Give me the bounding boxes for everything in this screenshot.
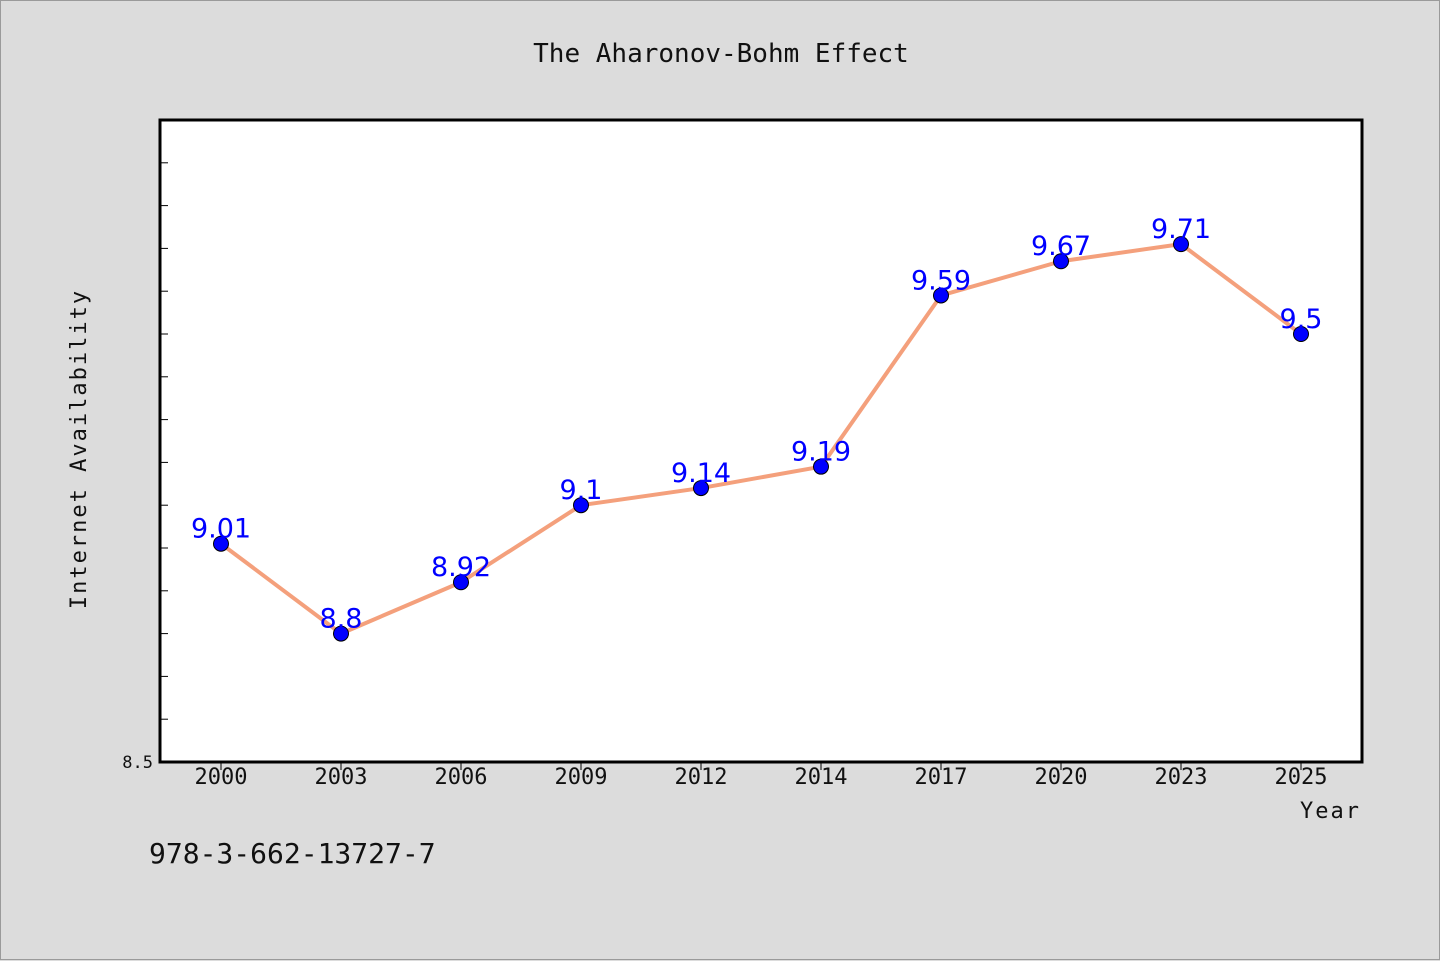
x-tick-label: 2006 [435,765,488,790]
x-tick-label: 2000 [195,765,248,790]
data-point [573,497,589,514]
data-point [453,574,469,591]
data-label: 9.71 [1151,214,1211,245]
x-tick-label: 2012 [675,765,728,790]
data-point [1173,236,1189,253]
data-label: 9.67 [1031,231,1091,262]
data-label: 9.1 [560,475,603,506]
x-tick-label: 2003 [315,765,368,790]
data-point [813,458,829,475]
plot-area [158,118,1364,764]
data-point [693,480,709,497]
data-point [213,535,229,552]
data-point [933,287,949,304]
x-axis-label: Year [1300,799,1361,824]
x-tick-label: 2023 [1155,765,1208,790]
x-tick-label: 2009 [555,765,608,790]
data-label: 9.19 [791,437,851,468]
data-point [333,625,349,642]
x-tick-label: 2025 [1275,765,1328,790]
chart-title: The Aharonov-Bohm Effect [533,39,909,69]
y-axis-label: Internet Availability [67,289,92,609]
data-label: 8.8 [320,604,363,635]
isbn-text: 978-3-662-13727-7 [149,837,436,870]
y-axis-ticks [160,162,168,720]
series-line-group: 9.01 8.8 8.92 9.1 9.14 9.19 9.59 9.67 9.71 9.5 [191,214,1323,642]
x-axis: 2000 2003 2006 2009 2012 2014 2017 2020 2023 2025 [195,762,1328,790]
data-label: 8.92 [431,552,491,583]
x-tick-label: 2020 [1035,765,1088,790]
x-tick-label: 2017 [915,765,968,790]
data-label: 9.5 [1280,304,1323,335]
data-label: 9.59 [911,265,971,296]
data-point [1053,253,1069,270]
x-tick-label: 2014 [795,765,848,790]
series-line [219,242,1303,636]
y-tick-label: 8.5 [122,753,153,773]
data-point [1293,326,1309,342]
data-label: 9.01 [191,514,251,545]
data-label: 9.14 [671,458,731,489]
